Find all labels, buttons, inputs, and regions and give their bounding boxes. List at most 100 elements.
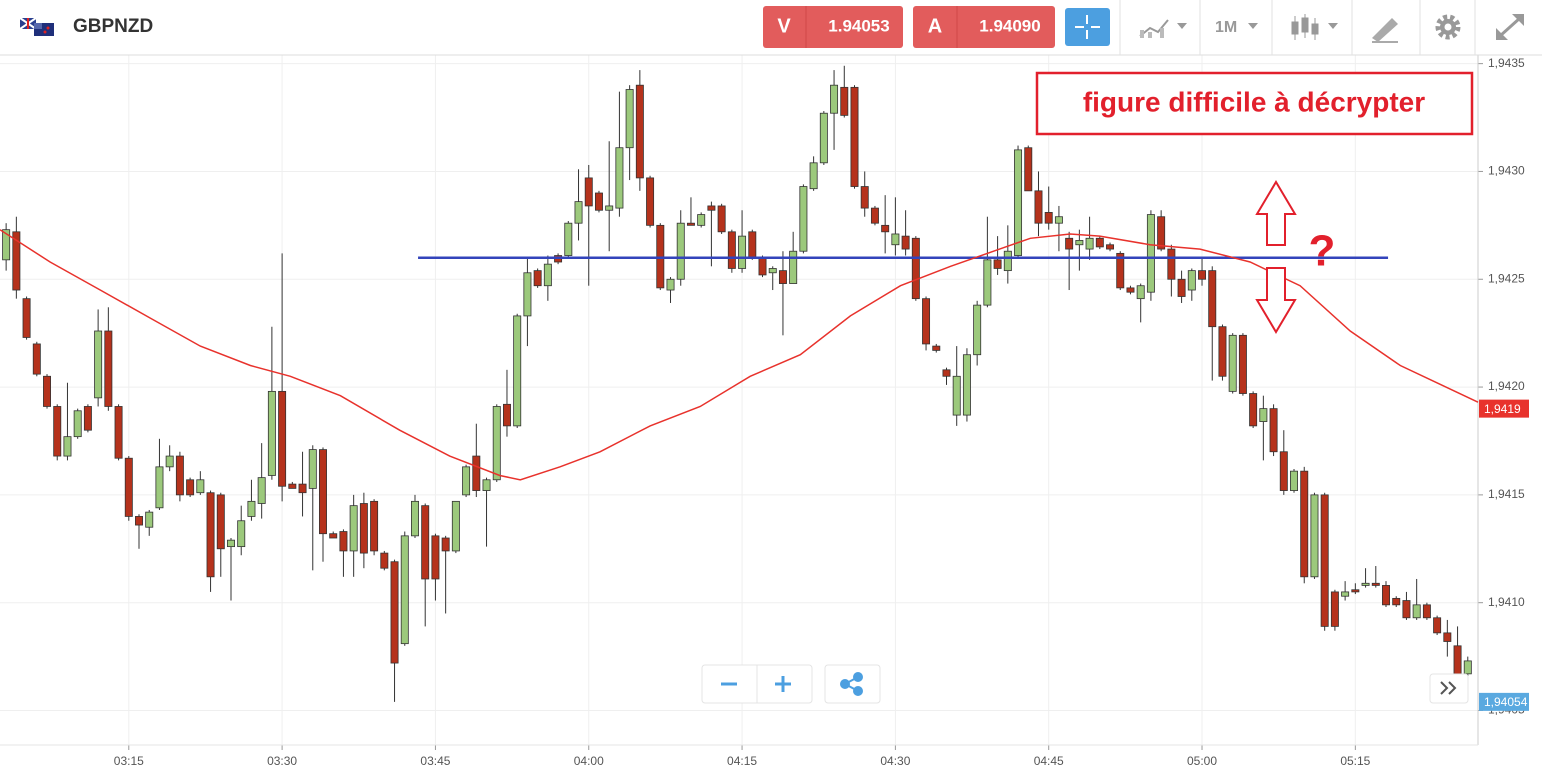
candle-body: [298, 483, 307, 494]
crosshair-button[interactable]: [1065, 8, 1110, 46]
y-tick-label: 1,9430: [1488, 164, 1525, 178]
candle-body: [1351, 589, 1360, 593]
candle-body: [727, 231, 736, 269]
candle-body: [513, 315, 522, 427]
candle-body: [145, 511, 154, 528]
candle-body: [983, 259, 992, 306]
candle-body: [1453, 645, 1462, 675]
candle-body: [850, 86, 859, 187]
toolbar: GBPNZD V 1.94053 A 1.94090 1M: [0, 0, 1542, 56]
candle-body: [319, 449, 327, 535]
y-tick-label: 1,9435: [1488, 56, 1525, 70]
candle-type-button[interactable]: [1291, 14, 1338, 40]
candle-body: [1024, 147, 1033, 192]
candle-body: [278, 390, 287, 487]
candle-body: [1095, 237, 1104, 248]
bid-price: 1.94053: [828, 16, 889, 35]
x-tick-label: 04:45: [1034, 754, 1064, 768]
candle-body: [768, 268, 777, 274]
crosshair-icon: [1075, 15, 1100, 39]
candle-body: [257, 477, 266, 504]
candle-body: [1146, 214, 1155, 293]
x-tick-label: 03:30: [267, 754, 297, 768]
candle-body: [206, 492, 215, 578]
x-tick-label: 04:30: [880, 754, 910, 768]
candle-body: [1290, 470, 1298, 491]
buy-button[interactable]: [913, 6, 1055, 48]
candle-body: [308, 449, 317, 489]
chart-type-button[interactable]: [1139, 19, 1187, 38]
candle-body: [124, 457, 133, 517]
candle-body: [329, 533, 338, 539]
candle-body: [441, 537, 450, 552]
x-tick-label: 04:15: [727, 754, 757, 768]
candle-body: [380, 552, 389, 569]
candle-body: [175, 455, 184, 496]
candle-body: [1177, 278, 1186, 297]
x-tick-label: 03:15: [114, 754, 144, 768]
annotation: figure difficile à décrypter: [1083, 86, 1425, 117]
ma-price-label: 1,9419: [1484, 402, 1521, 416]
candle-body: [799, 186, 808, 252]
x-tick-label: 05:15: [1340, 754, 1370, 768]
candle-body: [1054, 216, 1063, 224]
candle-body: [1259, 408, 1268, 422]
scroll-end-button[interactable]: [1429, 673, 1469, 704]
candle-body: [922, 298, 931, 345]
candle-body: [1136, 285, 1145, 300]
share-button[interactable]: [824, 664, 881, 704]
candle-body: [932, 345, 941, 351]
timeframe-button[interactable]: 1M: [1215, 19, 1258, 36]
candle-body: [339, 531, 348, 552]
candle-body: [646, 177, 655, 226]
candle-body: [237, 520, 246, 548]
candle-body: [482, 479, 491, 491]
sell-button[interactable]: [763, 6, 903, 48]
candle-body: [370, 500, 379, 552]
annotation-box: [1035, 71, 1474, 136]
candle-body: [717, 205, 726, 233]
candle-body: [186, 479, 195, 496]
candle-body: [462, 466, 471, 496]
draw-tool-button[interactable]: [1372, 18, 1398, 43]
x-tick-label: 04:00: [574, 754, 604, 768]
candle-body: [1116, 252, 1125, 289]
candle-body: [288, 483, 297, 489]
candle-body: [114, 406, 123, 459]
candle-body: [1382, 585, 1390, 606]
candle-body: [676, 222, 685, 280]
candle-body: [830, 84, 839, 114]
candle-body: [881, 224, 890, 233]
candle-body: [1157, 216, 1166, 250]
candle-body: [543, 263, 552, 287]
question-mark: ?: [1309, 227, 1336, 276]
sell-label: V: [777, 15, 791, 37]
candle-body: [1279, 451, 1288, 491]
candle-body: [1300, 470, 1309, 578]
candle-body: [1014, 149, 1023, 256]
y-tick-label: 1,9410: [1488, 595, 1525, 609]
timeframe: 1M: [1215, 19, 1237, 36]
candle-body: [1463, 660, 1472, 675]
candle-body: [390, 561, 399, 664]
candle-body: [1065, 237, 1074, 250]
settings-button[interactable]: [1435, 14, 1461, 40]
plot-area: 1,94051,94101,94151,94201,94251,94301,94…: [0, 55, 1529, 768]
candle-body: [431, 535, 440, 580]
candle-body: [574, 201, 583, 224]
candle-body: [901, 235, 910, 250]
candle-body: [962, 354, 971, 416]
last-price-label: 1,94054: [1484, 695, 1528, 709]
candle-body: [1238, 334, 1247, 394]
candle-body: [1392, 597, 1401, 606]
candle-body: [819, 112, 828, 164]
down-arrow: [1255, 267, 1297, 334]
candle-body: [43, 375, 51, 407]
candle-body: [584, 177, 593, 207]
candle-body: [1106, 244, 1115, 250]
zoom-in-button[interactable]: [775, 676, 791, 692]
candle-body: [32, 343, 41, 375]
y-tick-label: 1,9415: [1488, 487, 1525, 501]
fullscreen-button[interactable]: [1496, 14, 1524, 40]
